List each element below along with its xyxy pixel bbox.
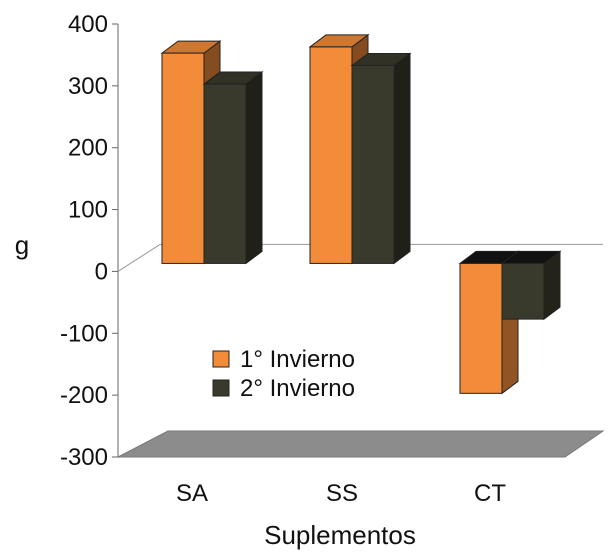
bar-front-face bbox=[351, 64, 395, 264]
bar-side-face bbox=[245, 71, 263, 265]
bar-front-face bbox=[459, 262, 503, 394]
bar-ct-series-1 bbox=[458, 250, 520, 395]
bar-front-face bbox=[161, 52, 205, 264]
y-axis-title: g bbox=[15, 230, 29, 260]
y-tick-label: -100 bbox=[60, 320, 108, 347]
category-label-ss: SS bbox=[326, 480, 358, 507]
chart-floor bbox=[117, 430, 605, 458]
y-tick-label: -200 bbox=[60, 382, 108, 409]
y-tick-label: 300 bbox=[68, 73, 108, 100]
bar-side-face bbox=[393, 52, 411, 265]
bar-front-face bbox=[309, 46, 353, 264]
y-tick-label: 200 bbox=[68, 135, 108, 162]
bar-ss-series-2 bbox=[350, 52, 412, 265]
legend-label-series-2: 2° Invierno bbox=[240, 375, 355, 402]
zero-gridline-depth bbox=[117, 244, 161, 272]
y-tick-label: 0 bbox=[95, 258, 108, 285]
y-tick-label: 400 bbox=[68, 11, 108, 38]
legend-swatch-series-1 bbox=[212, 350, 230, 368]
bar-ct-series-2 bbox=[500, 250, 562, 321]
bar-sa-series-2 bbox=[202, 71, 264, 265]
bar-front-face bbox=[203, 83, 247, 264]
legend: 1° Invierno 2° Invierno bbox=[212, 346, 355, 402]
legend-swatch-series-2 bbox=[212, 379, 230, 397]
x-axis-title: Suplementos bbox=[264, 520, 416, 550]
bar-front-face bbox=[501, 262, 545, 320]
category-label-sa: SA bbox=[176, 480, 208, 507]
legend-label-series-1: 1° Invierno bbox=[240, 346, 355, 373]
y-tick-label: -300 bbox=[60, 444, 108, 471]
category-label-ct: CT bbox=[474, 480, 506, 507]
y-tick-label: 100 bbox=[68, 197, 108, 224]
